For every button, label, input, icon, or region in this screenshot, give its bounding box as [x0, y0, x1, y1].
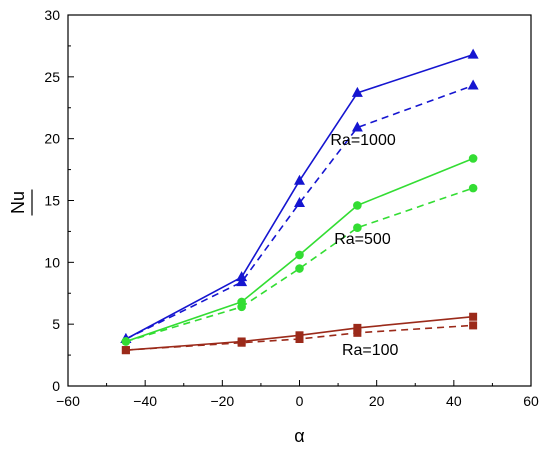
data-point-circle [468, 154, 478, 163]
data-point-square [469, 321, 478, 330]
data-point-square [469, 312, 478, 321]
data-point-triangle [294, 174, 305, 185]
series-line-0 [125, 53, 474, 340]
x-tick-label: 60 [523, 393, 539, 409]
data-point-circle [295, 250, 304, 260]
data-point-circle [353, 201, 362, 210]
data-point-triangle [467, 48, 479, 59]
series-line-2 [125, 157, 474, 343]
x-tick-label: 0 [296, 393, 304, 409]
x-tick-label: −40 [133, 393, 157, 409]
series-line-3 [125, 187, 474, 343]
x-axis-title: α [294, 426, 304, 446]
data-point-triangle [351, 86, 363, 97]
data-point-triangle [351, 121, 363, 132]
annotations: Ra=1000 Ra=500 Ra=100 [330, 132, 398, 359]
y-tick-label: 5 [52, 316, 60, 332]
y-tick-label: 30 [44, 7, 60, 23]
data-point-square [353, 323, 362, 332]
x-tick-label: −60 [56, 393, 80, 409]
data-point-circle [468, 183, 478, 193]
y-axis-title: Nu [8, 191, 28, 214]
y-tick-label: 0 [52, 378, 60, 394]
x-tick-label: −20 [210, 393, 234, 409]
data-point-square [353, 328, 362, 337]
series-line-1 [125, 84, 474, 340]
y-tick-label: 10 [44, 254, 60, 270]
data-point-triangle [294, 196, 305, 207]
plot-series [120, 48, 479, 355]
y-tick-label: 25 [44, 69, 60, 85]
y-axis-title-group: Nu [8, 189, 33, 216]
y-tick-label: 15 [44, 193, 60, 209]
data-point-triangle [236, 276, 248, 287]
data-point-square [121, 346, 130, 355]
y-tick-label: 20 [44, 131, 60, 147]
data-point-triangle [467, 79, 479, 90]
series-annotation: Ra=1000 [330, 132, 395, 149]
series-annotation: Ra=100 [342, 342, 399, 359]
data-point-circle [121, 337, 131, 346]
x-tick-label: 40 [446, 393, 462, 409]
x-tick-label: 20 [369, 393, 385, 409]
axes-ticks: −60 −40 −20 0 20 40 60 0 5 10 15 20 25 30 [44, 7, 539, 409]
data-point-circle [353, 223, 362, 233]
data-point-square [237, 338, 246, 347]
series-annotation: Ra=500 [334, 231, 391, 248]
data-point-circle [295, 264, 304, 273]
data-point-circle [237, 302, 246, 312]
data-point-square [295, 335, 304, 344]
